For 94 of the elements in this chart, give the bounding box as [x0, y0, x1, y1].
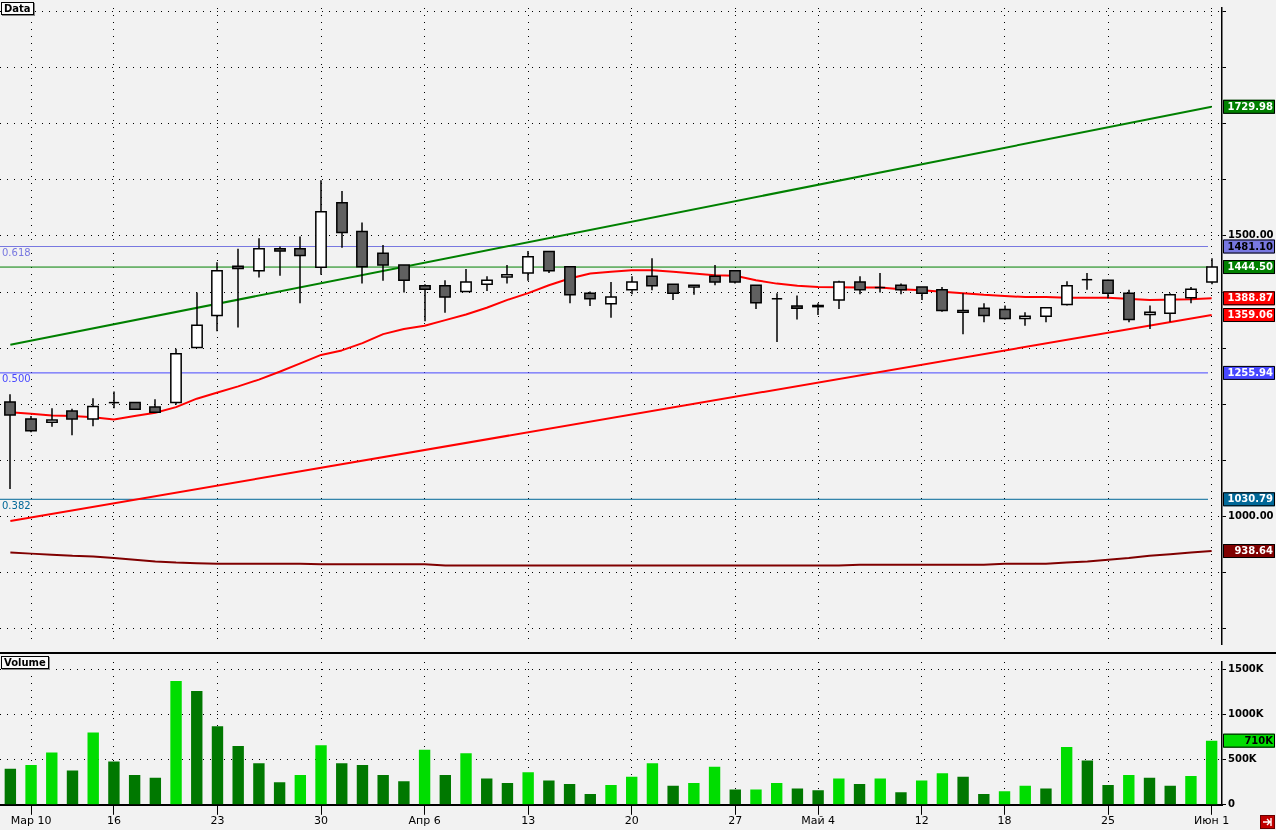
- bar: [791, 788, 804, 805]
- bar: [315, 745, 327, 805]
- bar: [584, 793, 596, 805]
- bar: [418, 749, 431, 805]
- bar: [356, 765, 369, 805]
- bar: [936, 773, 949, 805]
- bar: [1102, 784, 1114, 805]
- x-tick-label: 23: [210, 814, 225, 828]
- bar: [957, 776, 969, 805]
- candlestick: [439, 279, 451, 314]
- y-tick-label: 0: [1228, 798, 1235, 810]
- annotation: 1030.79: [1227, 493, 1274, 505]
- bar: [501, 783, 514, 805]
- bar: [460, 753, 472, 805]
- bar: [833, 778, 845, 805]
- bar: [1205, 740, 1218, 805]
- x-tick-label: Мар 10: [10, 814, 52, 828]
- bar: [522, 772, 534, 805]
- bar: [626, 776, 638, 805]
- bar: [1123, 774, 1135, 805]
- annotation: 1444.50: [1227, 261, 1274, 273]
- bar: [708, 766, 721, 805]
- bar: [1040, 788, 1052, 805]
- x-tick-label: 12: [914, 814, 929, 828]
- bar: [336, 763, 348, 805]
- bar: [729, 789, 741, 805]
- bar: [25, 765, 37, 805]
- bar: [1019, 785, 1031, 805]
- bar: [605, 784, 617, 805]
- bar: [750, 789, 762, 805]
- x-tick-label: 25: [1101, 814, 1116, 828]
- bar: [294, 774, 307, 805]
- y-tick-label: 1000K: [1228, 708, 1265, 720]
- x-tick-label: 20: [624, 814, 639, 828]
- bar: [667, 785, 679, 805]
- bar: [253, 763, 265, 805]
- bar: [646, 763, 659, 805]
- x-tick-label: 27: [728, 814, 743, 828]
- annotation: 0.382: [2, 499, 31, 511]
- bar: [4, 768, 17, 805]
- bar: [771, 783, 783, 805]
- bar: [211, 726, 224, 805]
- bar: [66, 770, 79, 805]
- y-tick-label: 1500.00: [1228, 229, 1274, 241]
- bar: [191, 690, 203, 805]
- bar: [1164, 785, 1176, 805]
- bar: [915, 780, 928, 805]
- bar: [998, 791, 1011, 805]
- x-tick-label: Июн 1: [1194, 814, 1230, 828]
- bar: [46, 752, 58, 805]
- x-tick-label: Апр 6: [408, 814, 441, 828]
- bar: [481, 778, 493, 805]
- candlestick: [274, 245, 286, 277]
- bar: [1185, 775, 1197, 805]
- bar: [895, 792, 907, 805]
- bar: [149, 777, 162, 805]
- bar: [273, 782, 286, 805]
- annotation: 0.618: [2, 247, 31, 259]
- bar: [232, 746, 244, 805]
- x-tick-label: 30: [314, 814, 329, 828]
- y-tick-label: 1500K: [1228, 662, 1265, 674]
- annotation: 1255.94: [1227, 367, 1274, 378]
- text: 710K: [1244, 734, 1275, 746]
- bar: [1060, 746, 1073, 805]
- annotation: 1359.06: [1227, 309, 1274, 321]
- annotation: 1729.98: [1227, 100, 1274, 112]
- y-tick-label: 1000.00: [1228, 510, 1274, 522]
- bar: [87, 732, 99, 805]
- annotation: 0.500: [2, 373, 31, 385]
- bar: [128, 774, 141, 805]
- bar: [874, 778, 886, 805]
- x-tick-label: 18: [997, 814, 1012, 828]
- x-tick-label: Май 4: [801, 814, 836, 828]
- annotation: 1388.87: [1227, 292, 1274, 304]
- bar: [978, 793, 990, 805]
- bar: [1143, 777, 1156, 805]
- x-tick-label: 13: [521, 814, 536, 828]
- chart-title: Volume: [1, 656, 49, 669]
- bar: [398, 781, 410, 805]
- bar: [563, 784, 576, 805]
- bar: [439, 774, 451, 805]
- bar: [688, 783, 700, 805]
- bar: [108, 761, 120, 805]
- annotation: 938.64: [1234, 545, 1274, 557]
- x-tick-label: 16: [106, 814, 121, 828]
- bar: [377, 774, 389, 805]
- bar: [1081, 760, 1094, 805]
- bar: [853, 784, 866, 805]
- y-tick-label: 500K: [1228, 753, 1258, 765]
- bar: [543, 780, 555, 805]
- annotation: 1481.10: [1227, 240, 1274, 252]
- chart-title: Data: [1, 2, 34, 15]
- bar: [812, 790, 824, 805]
- bar: [170, 680, 182, 805]
